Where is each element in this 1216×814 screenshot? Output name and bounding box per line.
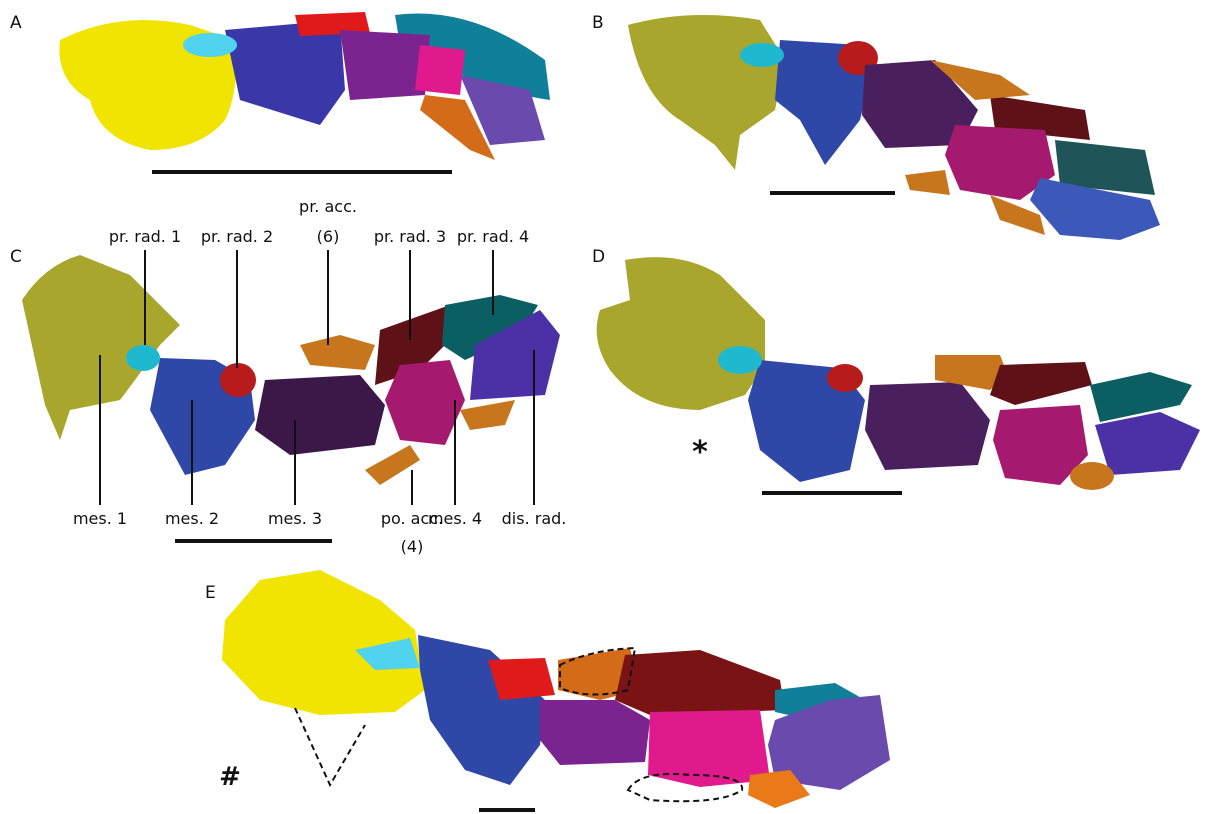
panel-letter: E (205, 583, 216, 603)
bone (183, 33, 237, 57)
label: pr. rad. 3 (374, 227, 446, 246)
bone (385, 360, 465, 445)
bone (1090, 372, 1192, 422)
bone (1070, 462, 1114, 490)
label: pr. acc. (299, 197, 357, 216)
bone (718, 346, 762, 374)
label: mes. 4 (428, 509, 482, 528)
label: dis. rad. (502, 509, 567, 528)
panel-c: pr. rad. 1 pr. rad. 2 pr. acc. (6) pr. r… (22, 197, 566, 556)
panel-letter: A (10, 13, 22, 33)
bone (615, 650, 785, 715)
bone (865, 382, 990, 470)
panel-letter: B (592, 13, 604, 33)
panel-d: * (597, 257, 1200, 493)
bone (126, 345, 160, 371)
panel-b (628, 15, 1160, 240)
bone (540, 700, 650, 765)
label: mes. 1 (73, 509, 127, 528)
label: mes. 2 (165, 509, 219, 528)
bone (418, 635, 545, 785)
label: mes. 3 (268, 509, 322, 528)
label: pr. rad. 4 (457, 227, 529, 246)
bone (415, 45, 465, 95)
label: (6) (317, 227, 340, 246)
bone (827, 364, 863, 392)
panel-letter: D (592, 247, 605, 267)
bone (220, 363, 256, 397)
bone (255, 375, 385, 455)
bone (628, 15, 785, 170)
bone (225, 20, 345, 125)
marker: * (692, 435, 708, 470)
bone (990, 362, 1092, 405)
dashed-outline (295, 708, 365, 785)
bone (740, 43, 784, 67)
bone (1095, 412, 1200, 475)
label: pr. rad. 1 (109, 227, 181, 246)
marker: # (219, 762, 241, 792)
bone (597, 257, 765, 410)
label: pr. rad. 2 (201, 227, 273, 246)
figure: pr. rad. 1 pr. rad. 2 pr. acc. (6) pr. r… (0, 0, 1216, 814)
panel-letter: C (10, 247, 22, 267)
label: (4) (401, 537, 424, 556)
panel-e: # (219, 570, 890, 810)
panel-a (59, 12, 550, 172)
bone (300, 335, 375, 370)
